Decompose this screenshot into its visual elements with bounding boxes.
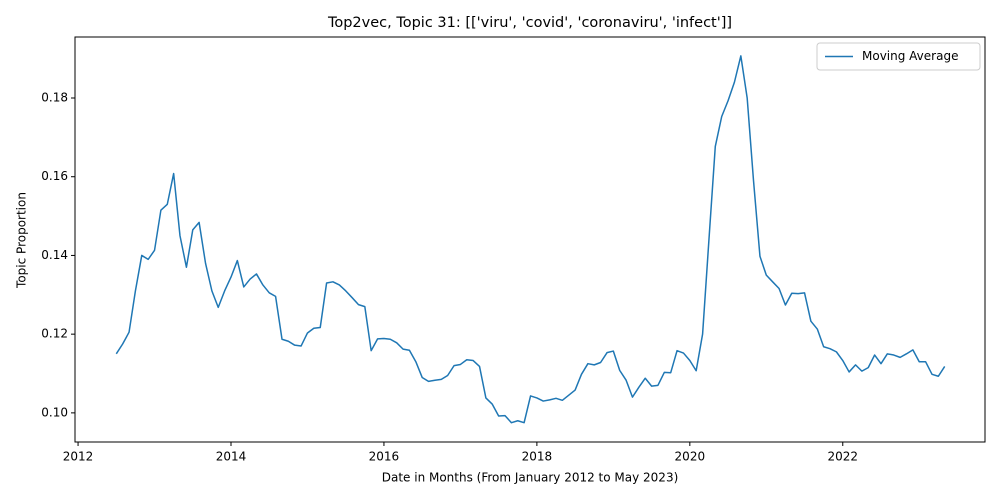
y-axis-label: Topic Proportion: [15, 192, 29, 289]
x-tick-label: 2016: [369, 450, 400, 464]
plot-frame: [74, 36, 986, 443]
y-tick-label: 0.16: [41, 169, 68, 183]
x-tick-label: 2018: [522, 450, 553, 464]
y-tick-label: 0.12: [41, 327, 68, 341]
x-tick-label: 2014: [216, 450, 247, 464]
line-series: [115, 55, 946, 424]
y-tick-label: 0.14: [41, 248, 68, 262]
y-tick-label: 0.18: [41, 91, 68, 105]
x-tick-label: 2022: [827, 450, 858, 464]
x-tick-label: 2020: [675, 450, 706, 464]
legend-label: Moving Average: [862, 49, 958, 63]
chart-title: Top2vec, Topic 31: [['viru', 'covid', 'c…: [327, 15, 732, 31]
x-tick-label: 2012: [63, 450, 94, 464]
x-axis-label: Date in Months (From January 2012 to May…: [382, 471, 679, 485]
legend-box: [816, 42, 981, 71]
y-tick-label: 0.10: [41, 405, 68, 419]
